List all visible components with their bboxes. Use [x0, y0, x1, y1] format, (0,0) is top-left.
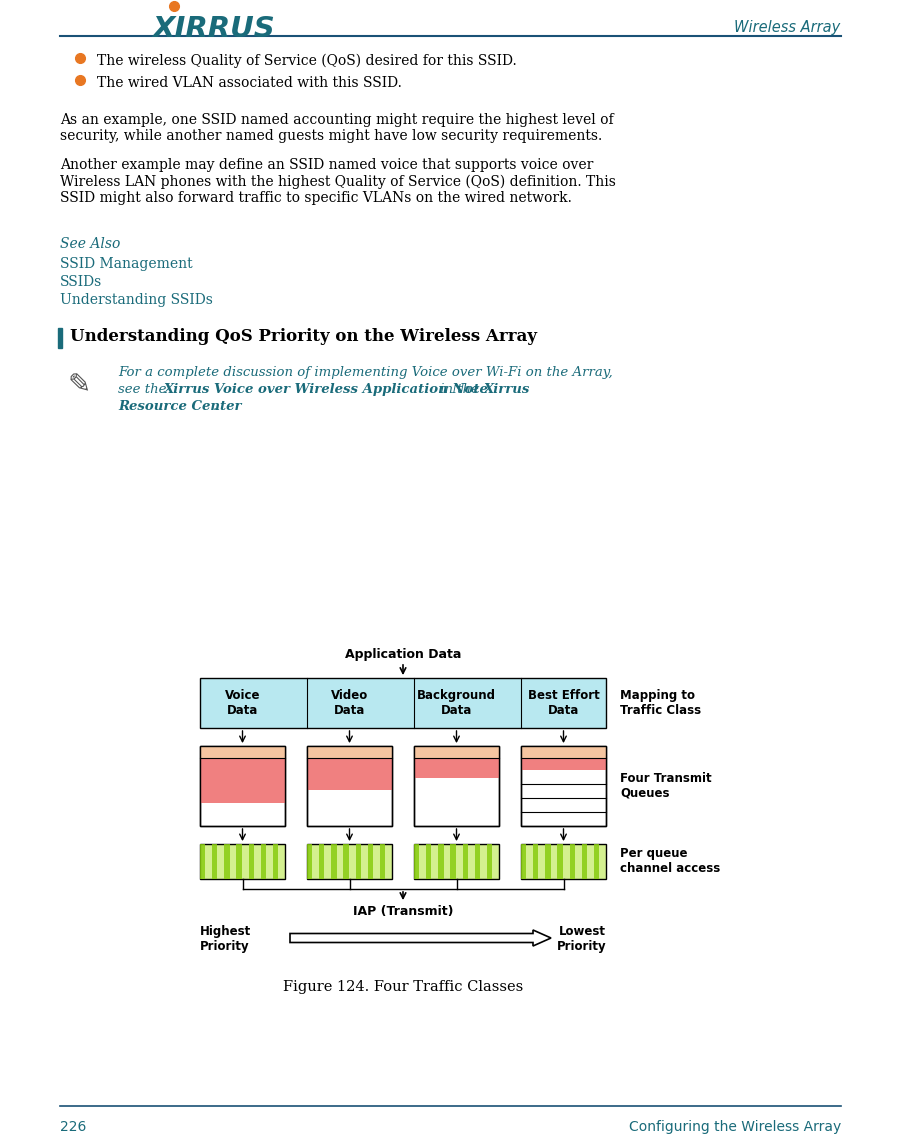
Text: in the: in the: [436, 383, 483, 396]
Text: Figure 124. Four Traffic Classes: Figure 124. Four Traffic Classes: [283, 980, 523, 994]
Text: Mapping to
Traffic Class: Mapping to Traffic Class: [620, 689, 701, 717]
Text: Resource Center: Resource Center: [118, 400, 241, 413]
Bar: [533, 844, 539, 879]
Text: As an example, one SSID named accounting might require the highest level of
secu: As an example, one SSID named accounting…: [60, 113, 614, 143]
Text: Best Effort
Data: Best Effort Data: [528, 689, 599, 717]
Bar: [307, 746, 392, 825]
FancyArrow shape: [290, 930, 551, 946]
Text: XIRRUS: XIRRUS: [152, 15, 275, 43]
Text: Xirrus Voice over Wireless Application Note: Xirrus Voice over Wireless Application N…: [164, 383, 489, 396]
Bar: [594, 844, 599, 879]
Bar: [200, 844, 285, 879]
Bar: [414, 844, 419, 879]
Bar: [260, 844, 266, 879]
Text: Another example may define an SSID named voice that supports voice over
Wireless: Another example may define an SSID named…: [60, 158, 616, 205]
Text: SSIDs: SSIDs: [60, 275, 102, 289]
Bar: [307, 746, 392, 825]
Bar: [487, 844, 492, 879]
Bar: [475, 844, 480, 879]
Bar: [438, 844, 443, 879]
Text: See Also: See Also: [60, 236, 121, 251]
Text: 226: 226: [60, 1120, 86, 1134]
Bar: [414, 746, 499, 825]
Bar: [307, 844, 392, 879]
Text: Per queue
channel access: Per queue channel access: [620, 847, 720, 875]
Bar: [319, 844, 324, 879]
Bar: [307, 758, 392, 790]
Bar: [414, 758, 499, 778]
Bar: [368, 844, 373, 879]
Bar: [521, 844, 526, 879]
Bar: [332, 844, 336, 879]
Bar: [582, 844, 587, 879]
Bar: [200, 678, 606, 728]
Bar: [426, 844, 432, 879]
Bar: [212, 844, 217, 879]
Text: .: .: [213, 400, 217, 413]
Text: The wired VLAN associated with this SSID.: The wired VLAN associated with this SSID…: [97, 76, 402, 90]
Bar: [450, 844, 456, 879]
Bar: [521, 758, 606, 770]
Bar: [307, 746, 392, 758]
Bar: [414, 746, 499, 825]
Bar: [200, 758, 285, 803]
Bar: [545, 844, 551, 879]
Bar: [58, 327, 62, 348]
Text: Wireless Array: Wireless Array: [733, 20, 840, 35]
Text: Understanding SSIDs: Understanding SSIDs: [60, 293, 213, 307]
Text: Four Transmit
Queues: Four Transmit Queues: [620, 772, 712, 800]
Text: ✎: ✎: [68, 371, 91, 399]
Text: Voice
Data: Voice Data: [224, 689, 260, 717]
Bar: [414, 746, 499, 758]
Bar: [273, 844, 278, 879]
Bar: [236, 844, 241, 879]
Bar: [521, 746, 606, 825]
Bar: [307, 844, 313, 879]
Bar: [521, 746, 606, 758]
Bar: [569, 844, 575, 879]
Text: Background
Data: Background Data: [417, 689, 496, 717]
Bar: [356, 844, 360, 879]
Text: Xirrus: Xirrus: [484, 383, 531, 396]
Bar: [200, 844, 205, 879]
Text: IAP (Transmit): IAP (Transmit): [353, 905, 453, 918]
Bar: [200, 746, 285, 825]
Text: see the: see the: [118, 383, 171, 396]
Text: Application Data: Application Data: [345, 648, 461, 661]
Text: Lowest
Priority: Lowest Priority: [557, 926, 606, 953]
Bar: [200, 746, 285, 758]
Text: Understanding QoS Priority on the Wireless Array: Understanding QoS Priority on the Wirele…: [70, 327, 537, 345]
Bar: [224, 844, 230, 879]
Text: The wireless Quality of Service (QoS) desired for this SSID.: The wireless Quality of Service (QoS) de…: [97, 53, 517, 68]
Bar: [521, 844, 606, 879]
Bar: [380, 844, 385, 879]
Text: Configuring the Wireless Array: Configuring the Wireless Array: [629, 1120, 841, 1134]
Bar: [462, 844, 468, 879]
Bar: [521, 746, 606, 825]
Text: Highest
Priority: Highest Priority: [200, 926, 251, 953]
Bar: [414, 844, 499, 879]
Text: Video
Data: Video Data: [331, 689, 369, 717]
Bar: [200, 746, 285, 825]
Text: For a complete discussion of implementing Voice over Wi-Fi on the Array,: For a complete discussion of implementin…: [118, 366, 613, 379]
Bar: [558, 844, 562, 879]
Bar: [343, 844, 349, 879]
Text: SSID Management: SSID Management: [60, 257, 193, 271]
Bar: [249, 844, 254, 879]
